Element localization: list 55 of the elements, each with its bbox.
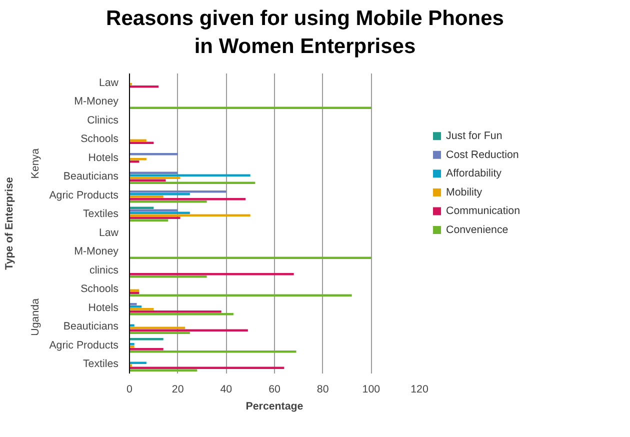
y-tick-label: Agric Products [49, 189, 119, 202]
bar [130, 343, 134, 346]
y-tick-label: Clinics [87, 114, 119, 126]
x-tick-label: 0 [126, 384, 133, 396]
y-tick-label: Law [98, 226, 119, 239]
chart-title: Reasons given for using Mobile Phones in Women Enterprises [105, 6, 505, 60]
x-tick-label: 20 [172, 384, 184, 396]
y-tick-label: Agric Products [49, 339, 119, 352]
y-tick-label: clinics [89, 264, 118, 276]
y-tick-label: M-Money [74, 246, 120, 258]
legend-label: Just for Fun [446, 130, 502, 142]
y-tick-label: Schools [80, 283, 119, 296]
x-tick-label: 60 [268, 384, 280, 396]
x-tick-label: 120 [410, 384, 428, 396]
x-tick-label: 80 [316, 384, 329, 396]
y-tick-label: Law [98, 76, 119, 89]
bar [130, 193, 190, 196]
legend-label: Affordability [446, 168, 502, 180]
y-tick-label: Schools [80, 133, 119, 146]
x-tick-label: 100 [362, 384, 380, 396]
y-tick-label: Textiles [82, 208, 119, 220]
bar [130, 338, 164, 340]
legend-label: Convenience [446, 224, 508, 236]
y-tick-label: M-Money [74, 96, 120, 108]
legend-label: Mobility [446, 186, 483, 198]
bar [130, 153, 178, 156]
bar [130, 313, 234, 316]
y-tick-label: Beauticians [63, 170, 118, 183]
bar [130, 198, 246, 200]
bar [130, 310, 222, 313]
bar [130, 196, 164, 198]
text: Uganda [30, 298, 42, 336]
bar [130, 276, 207, 278]
bar [130, 158, 146, 160]
text: Kenya [30, 148, 42, 179]
bar [130, 200, 207, 203]
y-tick-label: Hotels [88, 302, 119, 314]
x-axis-title: Percentage [246, 400, 304, 412]
bar [130, 160, 140, 163]
y-tick-label: Textiles [82, 358, 119, 370]
y-axis-title: Type of Enterprise [4, 177, 16, 270]
bar [130, 303, 137, 306]
y-tick-label: Hotels [88, 152, 119, 164]
bar [130, 86, 158, 88]
legend-label: Communication [446, 205, 520, 218]
legend-label: Cost Reduction [446, 148, 519, 161]
bar [130, 306, 142, 308]
bar [130, 350, 296, 353]
bar [130, 348, 164, 350]
bar [130, 308, 154, 310]
x-tick-label: 40 [220, 384, 232, 396]
bar [130, 346, 134, 348]
bar [130, 273, 294, 276]
bar [130, 190, 226, 193]
y-tick-label: Beauticians [63, 320, 118, 333]
